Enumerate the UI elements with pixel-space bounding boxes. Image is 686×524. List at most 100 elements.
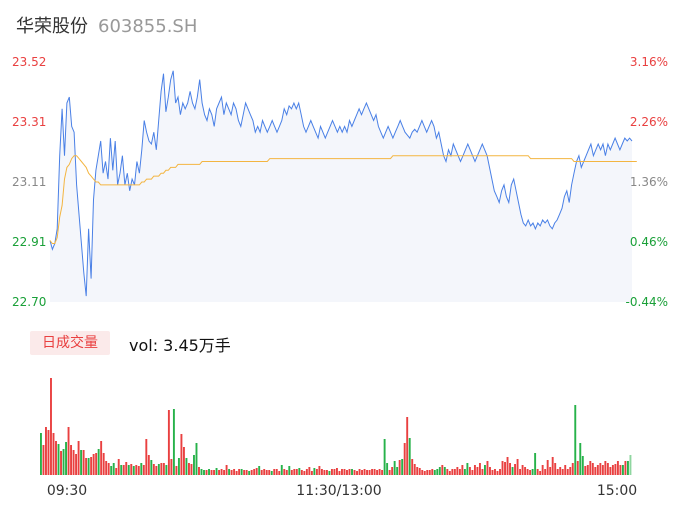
volume-bar bbox=[348, 469, 351, 475]
volume-bar bbox=[258, 466, 261, 475]
volume-bar bbox=[67, 427, 70, 475]
volume-bar bbox=[293, 469, 296, 475]
volume-bar bbox=[157, 464, 160, 475]
volume-bar bbox=[308, 467, 311, 475]
volume-bar bbox=[180, 434, 183, 475]
volume-bar bbox=[559, 467, 562, 475]
volume-bar bbox=[235, 471, 238, 475]
stock-title: 华荣股份 603855.SH bbox=[16, 12, 197, 38]
volume-bar bbox=[77, 441, 80, 475]
volume-bar bbox=[484, 465, 486, 475]
time-tick-label: 09:30 bbox=[47, 483, 87, 499]
volume-bar bbox=[167, 410, 170, 475]
volume-bar bbox=[478, 463, 481, 475]
volume-bar bbox=[486, 461, 489, 475]
volume-bar bbox=[188, 463, 190, 475]
volume-bar bbox=[270, 471, 273, 475]
volume-bar bbox=[47, 430, 50, 475]
volume-bar bbox=[255, 468, 258, 475]
volume-bar bbox=[205, 470, 208, 475]
volume-bar bbox=[87, 458, 90, 475]
volume-bar bbox=[378, 469, 381, 475]
percent-tick-label: 3.16% bbox=[630, 55, 668, 69]
volume-bar bbox=[619, 465, 622, 475]
volume-bar bbox=[72, 450, 75, 475]
volume-bar bbox=[341, 469, 343, 475]
volume-bar bbox=[531, 469, 534, 475]
volume-bar bbox=[220, 469, 223, 475]
volume-bar bbox=[130, 464, 133, 475]
volume-bar bbox=[100, 441, 103, 475]
volume-bar bbox=[403, 443, 406, 475]
volume-value: vol: 3.45万手 bbox=[129, 336, 231, 355]
volume-bar bbox=[132, 466, 135, 475]
volume-bar bbox=[42, 445, 45, 475]
volume-bar bbox=[446, 469, 449, 475]
volume-bar bbox=[40, 433, 42, 475]
volume-bar bbox=[509, 463, 511, 475]
volume-bar bbox=[198, 467, 200, 475]
volume-bar bbox=[75, 454, 78, 475]
volume-bar bbox=[160, 463, 163, 475]
volume-bar bbox=[185, 458, 188, 475]
volume-bar bbox=[524, 467, 527, 475]
volume-bar bbox=[491, 470, 494, 475]
volume-bar bbox=[346, 470, 348, 475]
volume-bar bbox=[273, 469, 276, 475]
volume-bar bbox=[614, 464, 617, 475]
volume-bar bbox=[336, 468, 338, 475]
volume-bar bbox=[208, 469, 210, 475]
volume-bar bbox=[504, 462, 506, 475]
volume-bar bbox=[576, 461, 579, 475]
stock-name: 华荣股份 bbox=[16, 16, 88, 37]
volume-bar bbox=[564, 465, 567, 475]
volume-bar bbox=[170, 459, 173, 475]
volume-bar bbox=[621, 465, 624, 475]
volume-bar bbox=[381, 470, 384, 475]
volume-bar bbox=[373, 469, 376, 475]
volume-bar bbox=[473, 465, 476, 475]
volume-bar bbox=[616, 461, 619, 475]
volume-bar bbox=[421, 470, 424, 475]
volume-bar bbox=[499, 469, 501, 475]
volume-bar bbox=[65, 442, 67, 475]
volume-bar bbox=[546, 460, 549, 475]
volume-bar bbox=[383, 439, 386, 475]
volume-bar bbox=[511, 467, 514, 475]
volume-bar bbox=[461, 465, 464, 475]
price-tick-label: 23.52 bbox=[12, 55, 46, 69]
volume-bar bbox=[290, 470, 293, 475]
volume-bar bbox=[330, 469, 333, 475]
volume-bar bbox=[315, 469, 318, 475]
volume-bar bbox=[137, 466, 140, 475]
volume-bar bbox=[155, 466, 158, 475]
volume-bar bbox=[521, 465, 524, 475]
volume-bar bbox=[80, 450, 83, 475]
volume-bar bbox=[599, 463, 602, 475]
volume-bar bbox=[125, 462, 128, 475]
time-tick-label: 11:30/13:00 bbox=[296, 483, 381, 499]
volume-bar bbox=[223, 470, 226, 475]
volume-bar bbox=[265, 470, 268, 475]
volume-bar bbox=[453, 469, 456, 475]
volume-bar bbox=[351, 469, 353, 475]
volume-tag[interactable]: 日成交量 bbox=[30, 331, 110, 355]
volume-bar bbox=[62, 449, 65, 475]
volume-bar bbox=[393, 461, 396, 475]
volume-bar bbox=[584, 466, 587, 475]
volume-bar bbox=[514, 464, 517, 475]
volume-bar bbox=[195, 443, 198, 475]
volume-bar bbox=[110, 466, 113, 475]
price-line bbox=[49, 70, 633, 297]
volume-bar bbox=[561, 469, 564, 475]
volume-bar bbox=[200, 469, 203, 475]
volume-bar bbox=[172, 409, 175, 475]
volume-bar bbox=[60, 451, 62, 475]
volume-bar bbox=[203, 470, 205, 475]
volume-bar bbox=[115, 468, 118, 475]
volume-bar bbox=[426, 470, 429, 475]
volume-bar bbox=[456, 467, 459, 475]
volume-bar bbox=[368, 470, 371, 475]
stock-code: 603855.SH bbox=[98, 16, 198, 37]
